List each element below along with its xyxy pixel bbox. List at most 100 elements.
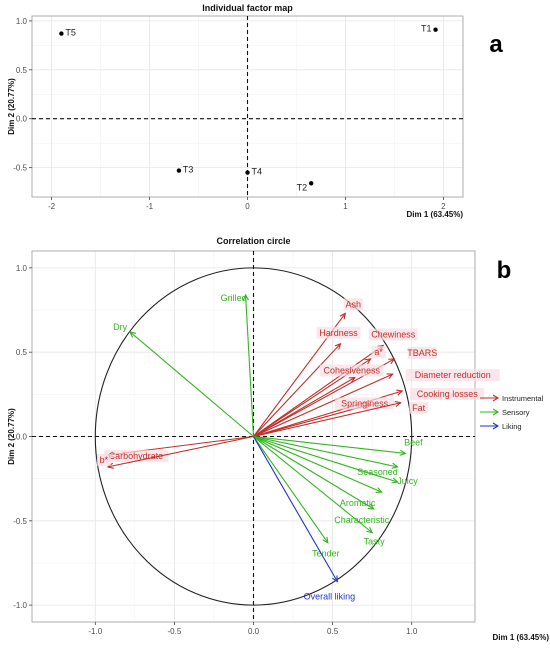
vector-arrowhead-overall-liking (332, 575, 338, 583)
point-label-t4: T4 (252, 167, 263, 177)
panel-a-title: Individual factor map (202, 3, 293, 13)
vector-label-aromatic: Aromatic (340, 498, 376, 508)
vector-diameter-reduction (253, 373, 393, 438)
correlation-circle: -1.0 -0.5 0.0 0.5 1.0 1.0 0.5 0.0 -0.5 -1.0 Correl… (7, 236, 549, 642)
vector-arrowhead-characteristic (367, 503, 375, 510)
legend-label-sensory: Sensory (502, 408, 530, 417)
panel-b-title: Correlation circle (216, 236, 290, 246)
vector-arrowhead-dry (129, 331, 137, 338)
panel-a-x-tick-label: 0 (245, 202, 250, 211)
vector-label-tender: Tender (312, 549, 340, 559)
panel-b-x-axis-label: Dim 1 (63.45%) (493, 633, 550, 642)
point-t5 (59, 31, 64, 36)
vector-grilled (245, 294, 255, 437)
vector-arrowhead-diameter-reduction (386, 373, 394, 380)
panel-b-x-tick-label: 0.0 (248, 627, 260, 636)
vector-label-seasoned: Seasoned (357, 467, 398, 477)
panel-a-x-tick-label: 1 (343, 202, 348, 211)
legend-label-liking: Liking (502, 422, 522, 431)
vector-arrowhead-tbars (388, 358, 396, 365)
vector-fat (253, 402, 401, 438)
vector-label-highlight-tbars (407, 346, 437, 359)
point-t2 (308, 181, 314, 186)
panel-b-y-tick-label: 1.0 (16, 264, 28, 273)
vector-label-ash: Ash (346, 299, 362, 309)
vector-arrowhead-beef (399, 449, 407, 456)
vector-hardness (253, 343, 341, 437)
panel-a-y-tick-label: 1.0 (16, 17, 28, 26)
vector-label-cooking-losses: Cooking losses (417, 389, 479, 399)
panel-a-y-tick-label: 0.0 (16, 115, 28, 124)
vector-label-dry: Dry (113, 322, 127, 332)
vector-arrowhead-tasty (366, 526, 374, 534)
vector-arrowhead-juicy (391, 477, 399, 484)
vector-arrowhead-grilled (242, 293, 249, 301)
vector-label-highlight-diameter-reduction (405, 369, 500, 382)
unit-circle (94, 267, 413, 606)
vector-cohesiveness (253, 377, 356, 437)
vector-arrowhead-aromatic (375, 487, 383, 493)
vector-b-star (107, 435, 254, 468)
panel-a-letter: a (489, 31, 503, 58)
legend-key-arrowhead-instrumental (492, 394, 500, 402)
vector-tasty (253, 436, 373, 534)
vector-arrowhead-fat (394, 400, 402, 407)
vector-arrowhead-ash (339, 312, 347, 320)
vector-label-highlight-cohesiveness (319, 364, 384, 377)
panel-b-y-tick-label: 0.0 (16, 433, 28, 442)
panel-b-x-tick-label: -1.0 (88, 627, 102, 636)
vector-tender (253, 436, 329, 544)
vector-arrowhead-hardness (334, 342, 342, 350)
vector-label-characteristic: Characteristic (334, 515, 390, 525)
vector-label-a-star: a* (374, 347, 383, 357)
vector-overall-liking (253, 436, 338, 582)
vector-juicy (253, 435, 398, 483)
vector-label-beef: Beef (404, 437, 423, 447)
point-t1 (433, 27, 438, 32)
vector-label-tasty: Tasty (364, 537, 386, 547)
panel-a-x-axis-label: Dim 1 (63.45%) (407, 210, 464, 219)
vector-label-highlight-fat (409, 401, 429, 414)
vector-label-highlight-a-star (371, 345, 386, 358)
point-label-t2: T2 (297, 182, 308, 192)
panel-b-letter: b (497, 257, 512, 284)
point-label-t5: T5 (65, 28, 76, 38)
panel-b-y-axis-label: Dim 2 (20.77%) (7, 408, 16, 465)
vector-label-highlight-springiness (335, 397, 395, 410)
legend-key-arrowhead-liking (492, 422, 500, 430)
vector-arrowhead-cohesiveness (348, 376, 356, 383)
vector-label-springiness: Springiness (341, 398, 389, 408)
vector-arrowhead-cooking-losses (396, 389, 404, 396)
panel-b-x-tick-label: 0.5 (327, 627, 339, 636)
vector-label-highlight-chewiness (368, 328, 418, 341)
vector-beef (253, 435, 406, 454)
vector-dry (129, 331, 254, 437)
panel-b-x-tick-label: -0.5 (167, 627, 181, 636)
point-label-t1: T1 (421, 24, 432, 34)
point-t3 (176, 168, 182, 173)
vector-label-highlight-carbohydrate (103, 450, 168, 463)
vector-label-cohesiveness: Cohesiveness (323, 365, 380, 375)
vector-arrowhead-a-star (364, 358, 372, 365)
point-t4 (245, 170, 250, 175)
vector-label-chewiness: Chewiness (371, 329, 416, 339)
vector-label-overall-liking: Overall liking (304, 592, 356, 602)
point-label-t3: T3 (183, 165, 194, 175)
vector-label-carbohydrate: Carbohydrate (109, 451, 164, 461)
vector-seasoned (253, 435, 398, 468)
vector-label-juicy: Juicy (397, 476, 418, 486)
vector-label-highlight-b-star (96, 453, 111, 466)
vector-characteristic (253, 436, 375, 510)
vector-arrowhead-tender (322, 536, 329, 544)
individual-factor-map: -2 -1 0 1 2 1.0 0.5 0.0 -0.5 Individual factor ma… (7, 3, 503, 219)
vector-label-highlight-hardness (316, 326, 361, 339)
vector-springiness (253, 403, 371, 438)
vector-label-highlight-cooking-losses (410, 387, 485, 400)
panel-a-x-tick-label: 2 (441, 202, 446, 211)
panel-b-y-tick-label: -0.5 (13, 517, 27, 526)
legend-key-arrowhead-sensory (492, 408, 500, 416)
vector-label-highlight-ash (343, 298, 363, 311)
panel-b-y-tick-label: 0.5 (16, 348, 28, 357)
